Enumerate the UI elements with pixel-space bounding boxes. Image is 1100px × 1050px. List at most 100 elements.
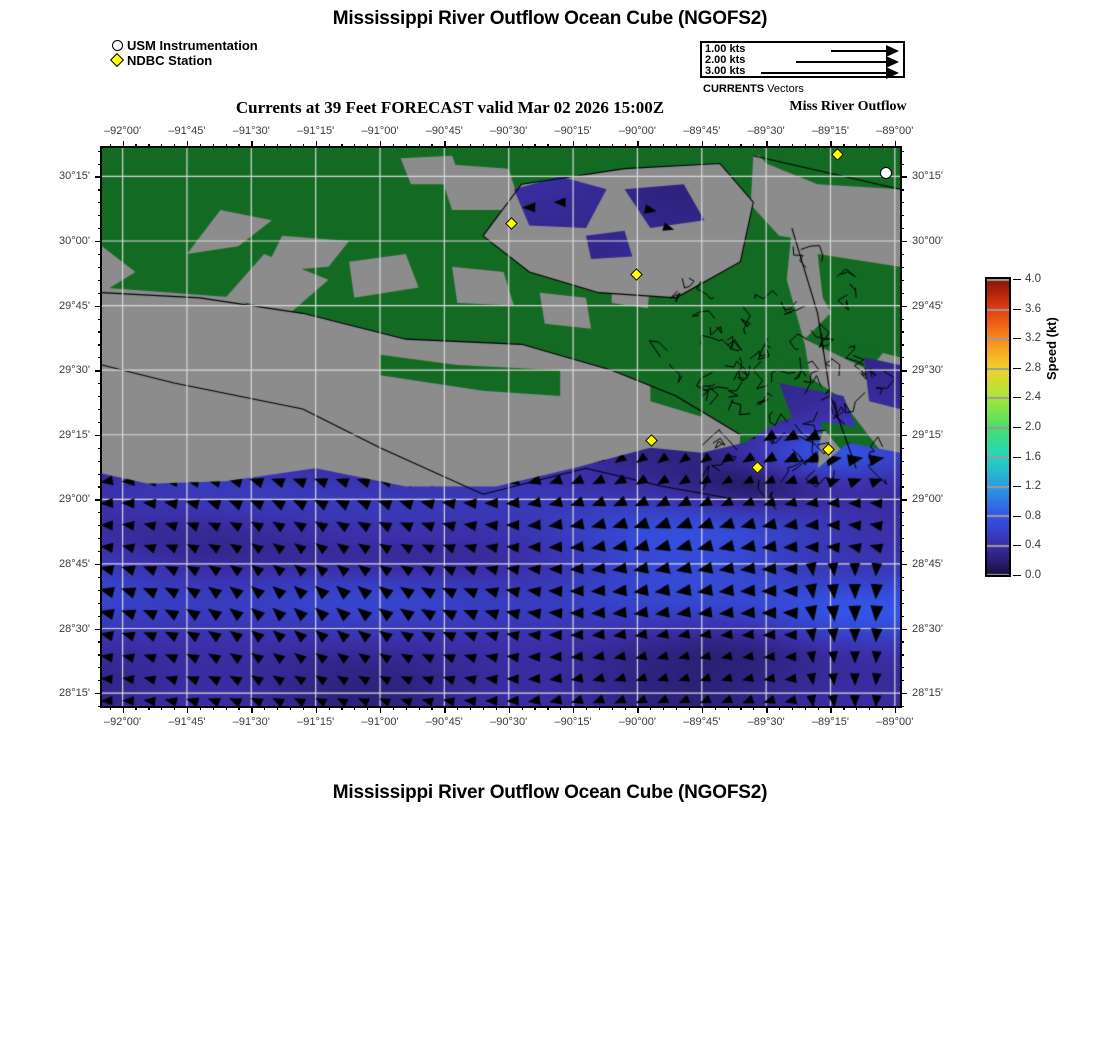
x-axis-label: –91°45' — [168, 716, 205, 728]
y-axis-tick — [900, 215, 904, 216]
x-axis-label: –91°45' — [168, 125, 205, 137]
x-axis-tick — [406, 144, 407, 148]
x-axis-tick — [226, 144, 227, 148]
x-axis-tick — [470, 144, 471, 148]
y-axis-tick — [98, 383, 102, 384]
usm-instrumentation-marker[interactable] — [880, 167, 892, 179]
x-axis-label: –89°15' — [812, 716, 849, 728]
y-axis-label: 28°30' — [30, 623, 90, 635]
page-title: Mississippi River Outflow Ocean Cube (NG… — [0, 8, 1100, 30]
x-axis-tick — [676, 144, 677, 148]
x-axis-tick — [419, 144, 420, 148]
x-axis-tick — [174, 144, 175, 148]
colorbar-tick — [1013, 457, 1021, 458]
colorbar-tick — [1013, 575, 1021, 576]
x-axis-label: –89°30' — [748, 125, 785, 137]
x-axis-tick — [573, 706, 574, 713]
legend-label-usm: USM Instrumentation — [127, 38, 258, 53]
y-axis-tick — [900, 654, 904, 655]
y-axis-tick — [98, 474, 102, 475]
x-axis-tick — [393, 706, 394, 710]
y-axis-tick — [98, 603, 102, 604]
y-axis-label: 28°30' — [912, 623, 972, 635]
y-axis-tick — [900, 538, 904, 539]
y-axis-tick — [98, 215, 102, 216]
y-axis-tick — [98, 551, 102, 552]
y-axis-label: 30°00' — [30, 235, 90, 247]
x-axis-tick — [715, 144, 716, 148]
x-axis-tick — [226, 706, 227, 710]
y-axis-tick — [900, 280, 904, 281]
x-axis-tick — [148, 706, 149, 710]
x-axis-tick — [431, 706, 432, 710]
x-axis-tick — [380, 706, 381, 713]
y-axis-tick — [900, 525, 904, 526]
y-axis-tick — [900, 577, 904, 578]
x-axis-label: –89°45' — [683, 125, 720, 137]
vector-shaft — [761, 72, 886, 74]
bottom-title: Mississippi River Outflow Ocean Cube (NG… — [0, 782, 1100, 804]
x-axis-tick — [792, 706, 793, 710]
x-axis-tick — [818, 144, 819, 148]
x-axis-tick — [431, 144, 432, 148]
x-axis-tick — [650, 706, 651, 710]
x-axis-tick — [547, 144, 548, 148]
y-axis-tick — [98, 577, 102, 578]
x-axis-label: –90°15' — [555, 125, 592, 137]
y-axis-tick — [900, 422, 904, 423]
colorbar-gradient — [987, 279, 1009, 575]
colorbar-tick-label: 4.0 — [1025, 273, 1041, 285]
y-axis-label: 30°15' — [30, 170, 90, 182]
colorbar-tick — [1013, 279, 1021, 280]
vector-legend-caption: CURRENTS Vectors — [703, 83, 804, 95]
y-axis-tick — [900, 629, 907, 630]
y-axis-tick — [900, 551, 904, 552]
x-axis-tick — [341, 706, 342, 710]
map-plot-area[interactable] — [100, 146, 902, 708]
y-axis-tick — [98, 680, 102, 681]
x-axis-tick — [354, 144, 355, 148]
y-axis-tick — [95, 241, 102, 242]
y-axis-tick — [900, 667, 904, 668]
y-axis-tick — [98, 228, 102, 229]
colorbar-tick — [1013, 486, 1021, 487]
y-axis-label: 29°15' — [912, 429, 972, 441]
x-axis-tick — [329, 706, 330, 710]
x-axis-label: –91°30' — [233, 716, 270, 728]
x-axis-tick — [496, 144, 497, 148]
x-axis-tick — [599, 144, 600, 148]
x-axis-tick — [367, 144, 368, 148]
y-axis-tick — [98, 461, 102, 462]
x-axis-tick — [380, 141, 381, 148]
y-axis-tick — [900, 409, 904, 410]
y-axis-tick — [900, 176, 907, 177]
y-axis-tick — [900, 189, 904, 190]
y-axis-tick — [98, 706, 102, 707]
y-axis-tick — [95, 499, 102, 500]
y-axis-tick — [98, 319, 102, 320]
colorbar-tick — [1013, 338, 1021, 339]
x-axis-tick — [728, 706, 729, 710]
y-axis-label: 30°00' — [912, 235, 972, 247]
x-axis-label: –89°30' — [748, 716, 785, 728]
x-axis-tick — [444, 706, 445, 713]
x-axis-tick — [779, 144, 780, 148]
colorbar-tick-label: 2.0 — [1025, 421, 1041, 433]
x-axis-tick — [213, 706, 214, 710]
y-axis-tick — [98, 409, 102, 410]
x-axis-tick — [522, 144, 523, 148]
y-axis-tick — [900, 499, 907, 500]
x-axis-tick — [766, 706, 767, 713]
x-axis-tick — [625, 706, 626, 710]
y-axis-tick — [98, 396, 102, 397]
y-axis-label: 29°30' — [30, 364, 90, 376]
y-axis-tick — [98, 486, 102, 487]
y-axis-tick — [95, 176, 102, 177]
x-axis-tick — [830, 141, 831, 148]
colorbar-tick-label: 0.8 — [1025, 510, 1041, 522]
legend-label-ndbc: NDBC Station — [127, 53, 212, 68]
x-axis-tick — [779, 706, 780, 710]
y-axis-tick — [95, 693, 102, 694]
y-axis-tick — [98, 616, 102, 617]
x-axis-tick — [470, 706, 471, 710]
